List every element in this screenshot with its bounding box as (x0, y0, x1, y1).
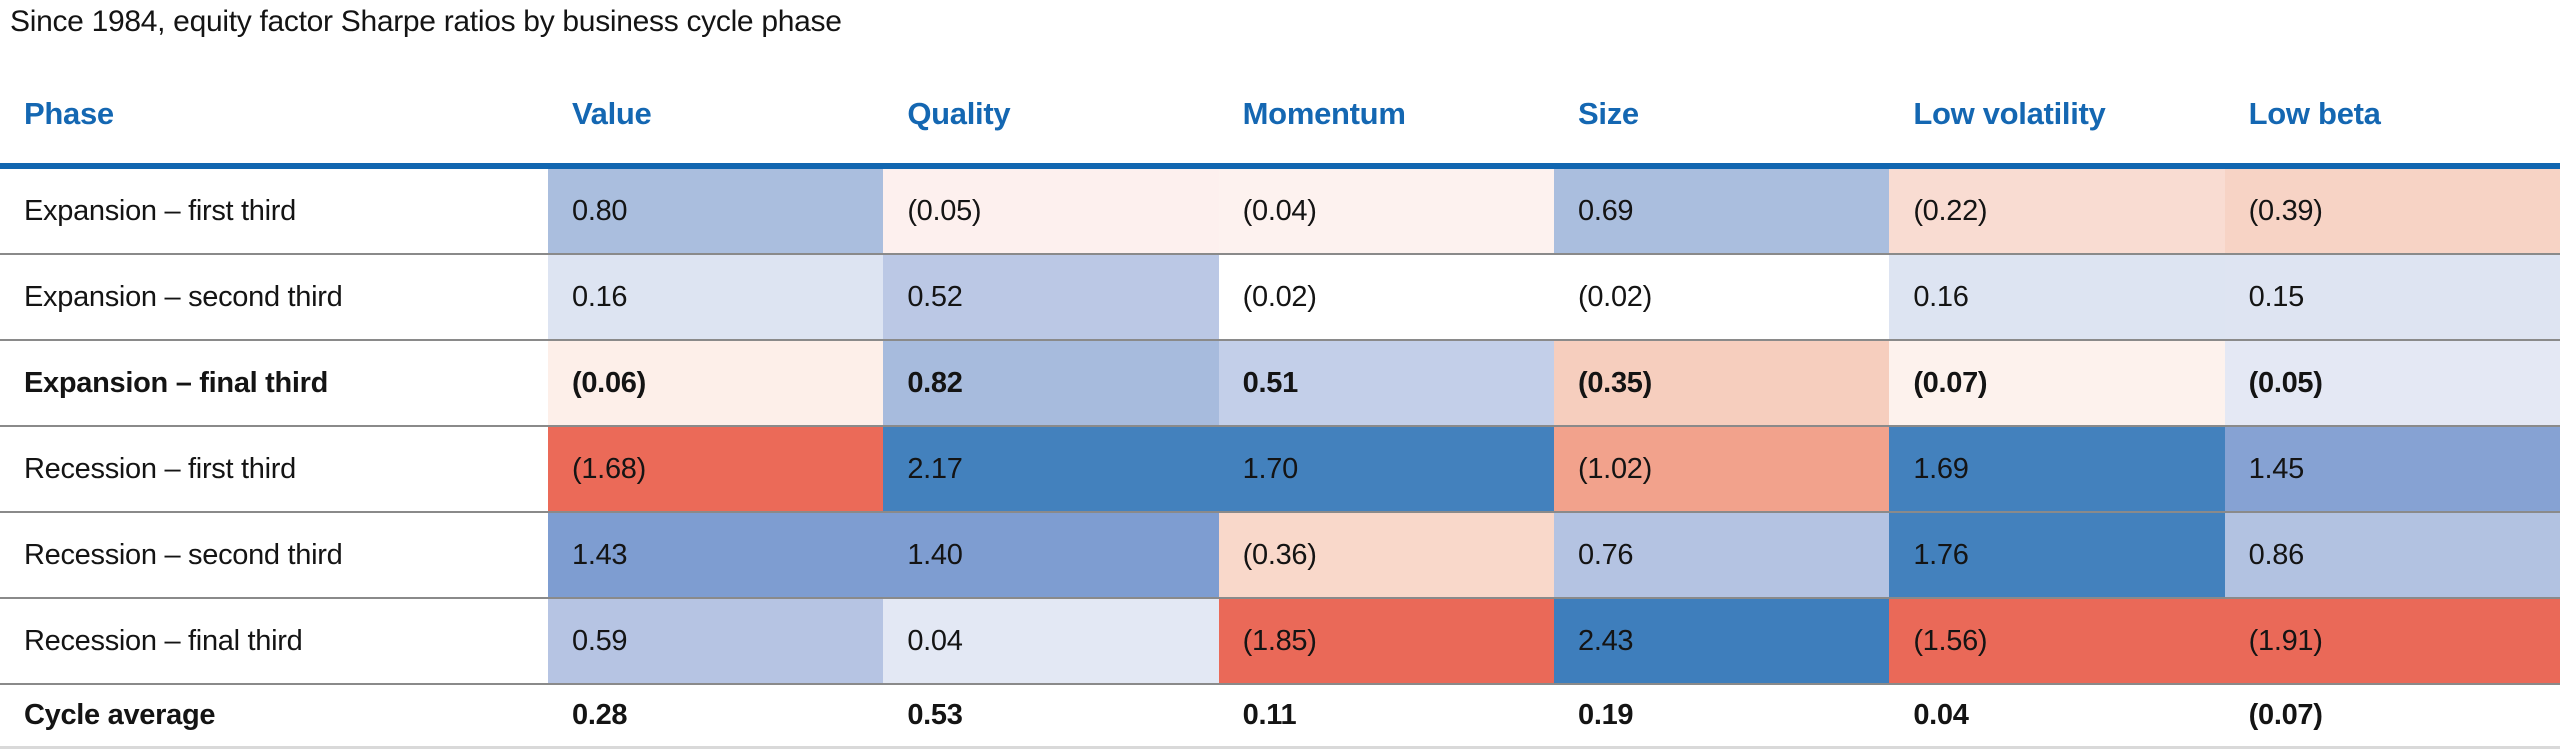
value-cell: (0.35) (1554, 341, 1890, 425)
value-cell: 0.04 (883, 599, 1219, 683)
row-label: Expansion – second third (24, 280, 343, 313)
value-cell: (0.05) (883, 169, 1219, 253)
value-cell: (0.39) (2224, 169, 2560, 253)
value-cell: 1.43 (548, 513, 884, 597)
row-label: Recession – final third (24, 624, 303, 657)
value-cell: (0.07) (1889, 341, 2225, 425)
value-cell: (1.68) (548, 427, 884, 511)
value-cell: 0.11 (1218, 685, 1554, 746)
footer-separator (0, 683, 2560, 685)
table-body: Expansion – first third 0.80 (0.05) (0.04) 0… (0, 169, 2560, 683)
value-cell: 1.69 (1889, 427, 2225, 511)
value-cell: 1.45 (2224, 427, 2560, 511)
value-cell: (0.22) (1889, 169, 2225, 253)
value-cell: 0.53 (883, 685, 1219, 746)
value-cell: 0.28 (548, 685, 884, 746)
value-cell: (1.02) (1554, 427, 1890, 511)
sharpe-ratio-table: Phase Value Quality Momentum Size Low volatil… (0, 36, 2560, 749)
header-row: Phase Value Quality Momentum Size Low volatil… (0, 36, 2560, 163)
value-cell: (0.04) (1218, 169, 1554, 253)
value-cell: 0.51 (1218, 341, 1554, 425)
column-header-quality: Quality (907, 95, 1011, 131)
table-row: Expansion – first third 0.80 (0.05) (0.04) 0… (0, 169, 2560, 253)
value-cell: 0.19 (1554, 685, 1890, 746)
value-cell: 0.15 (2224, 255, 2560, 339)
table-row: Recession – final third 0.59 0.04 (1.85) 2.4… (0, 597, 2560, 683)
value-cell: (0.05) (2224, 341, 2560, 425)
value-cell: 0.86 (2224, 513, 2560, 597)
column-header-value: Value (572, 95, 652, 131)
column-header-low-volatility: Low volatility (1913, 95, 2106, 131)
page-title: Since 1984, equity factor Sharpe ratios … (10, 5, 842, 38)
value-cell: 0.04 (1889, 685, 2225, 746)
value-cell: 0.59 (548, 599, 884, 683)
value-cell: (1.85) (1218, 599, 1554, 683)
value-cell: (0.02) (1554, 255, 1890, 339)
row-label: Cycle average (0, 685, 548, 746)
value-cell: 2.17 (883, 427, 1219, 511)
row-label: Expansion – first third (24, 194, 296, 227)
column-header-size: Size (1578, 95, 1639, 131)
column-header-momentum: Momentum (1242, 95, 1406, 131)
value-cell: (1.56) (1889, 599, 2225, 683)
row-label: Expansion – final third (24, 366, 329, 399)
value-cell: 0.69 (1554, 169, 1890, 253)
table-row: Recession – second third 1.43 1.40 (0.36) 0.… (0, 511, 2560, 597)
value-cell: 2.43 (1554, 599, 1890, 683)
value-cell: 0.80 (548, 169, 884, 253)
column-header-low-beta: Low beta (2248, 95, 2381, 131)
value-cell: 0.16 (548, 255, 884, 339)
value-cell: 1.70 (1218, 427, 1554, 511)
footer-row: Cycle average 0.28 0.53 0.11 0.19 0.04 (0.07) (0, 685, 2560, 746)
value-cell: (1.91) (2224, 599, 2560, 683)
value-cell: (0.07) (2224, 685, 2560, 746)
value-cell: 1.76 (1889, 513, 2225, 597)
value-cell: (0.06) (548, 341, 884, 425)
value-cell: 1.40 (883, 513, 1219, 597)
value-cell: 0.52 (883, 255, 1219, 339)
header-rule (0, 163, 2560, 169)
table-row: Expansion – second third 0.16 0.52 (0.02) (0… (0, 253, 2560, 339)
bottom-rule (0, 746, 2560, 749)
value-cell: 0.76 (1554, 513, 1890, 597)
table-row: Expansion – final third (0.06) 0.82 0.51 (0.… (0, 339, 2560, 425)
row-label: Recession – second third (24, 538, 343, 571)
value-cell: 0.16 (1889, 255, 2225, 339)
value-cell: (0.36) (1218, 513, 1554, 597)
value-cell: (0.02) (1218, 255, 1554, 339)
table-row: Recession – first third (1.68) 2.17 1.70 (1.… (0, 425, 2560, 511)
row-label: Recession – first third (24, 452, 296, 485)
column-header-phase: Phase (24, 95, 114, 131)
value-cell: 0.82 (883, 341, 1219, 425)
